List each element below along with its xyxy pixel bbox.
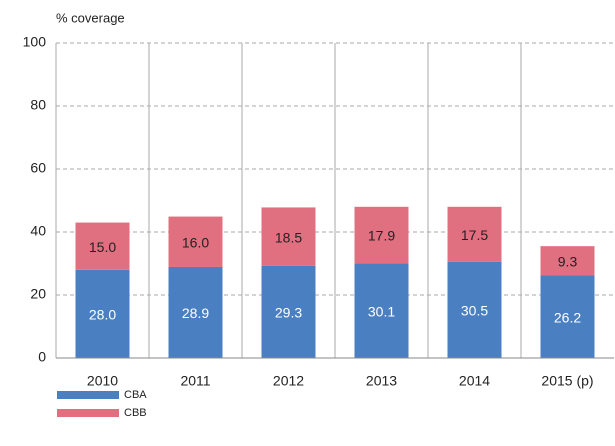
bar-segment xyxy=(75,222,130,270)
y-tick-label: 20 xyxy=(30,286,46,302)
legend-swatch xyxy=(57,391,119,399)
y-axis-label: % coverage xyxy=(56,10,125,25)
data-label: 30.5 xyxy=(461,303,488,319)
bar-segment xyxy=(168,266,223,358)
data-label: 16.0 xyxy=(182,234,209,250)
data-label: 26.2 xyxy=(554,309,581,325)
legend-swatch xyxy=(57,409,119,417)
legend-label: CBA xyxy=(124,389,147,401)
data-label: 18.5 xyxy=(275,229,302,245)
bar-segment xyxy=(168,216,223,267)
x-tick-label: 2011 xyxy=(180,373,210,389)
legend-label: CBB xyxy=(124,407,147,419)
data-label: 30.1 xyxy=(368,303,395,319)
bar-segment xyxy=(447,206,502,262)
bar-segment xyxy=(261,207,316,266)
y-tick-label: 100 xyxy=(23,34,47,50)
bar-segment xyxy=(354,206,409,264)
bar-segment xyxy=(261,265,316,358)
data-label: 28.0 xyxy=(89,307,116,323)
y-tick-label: 0 xyxy=(38,349,46,365)
x-tick-label: 2014 xyxy=(459,373,490,389)
y-tick-label: 80 xyxy=(30,97,46,113)
bar-segment xyxy=(354,263,409,358)
data-label: 17.5 xyxy=(461,227,488,243)
x-tick-label: 2010 xyxy=(87,373,118,389)
x-tick-label: 2012 xyxy=(273,373,304,389)
bar-segment xyxy=(447,261,502,358)
x-tick-label: 2015 (p) xyxy=(541,373,593,389)
y-tick-label: 40 xyxy=(30,223,46,239)
data-label: 9.3 xyxy=(558,254,578,270)
bar-segment xyxy=(75,269,130,358)
data-label: 29.3 xyxy=(275,305,302,321)
data-label: 17.9 xyxy=(368,228,395,244)
data-label: 28.9 xyxy=(182,305,209,321)
x-tick-label: 2013 xyxy=(366,373,397,389)
data-label: 15.0 xyxy=(89,239,116,255)
bar-segment xyxy=(540,246,595,276)
bar-segment xyxy=(540,275,595,358)
y-tick-label: 60 xyxy=(30,160,46,176)
